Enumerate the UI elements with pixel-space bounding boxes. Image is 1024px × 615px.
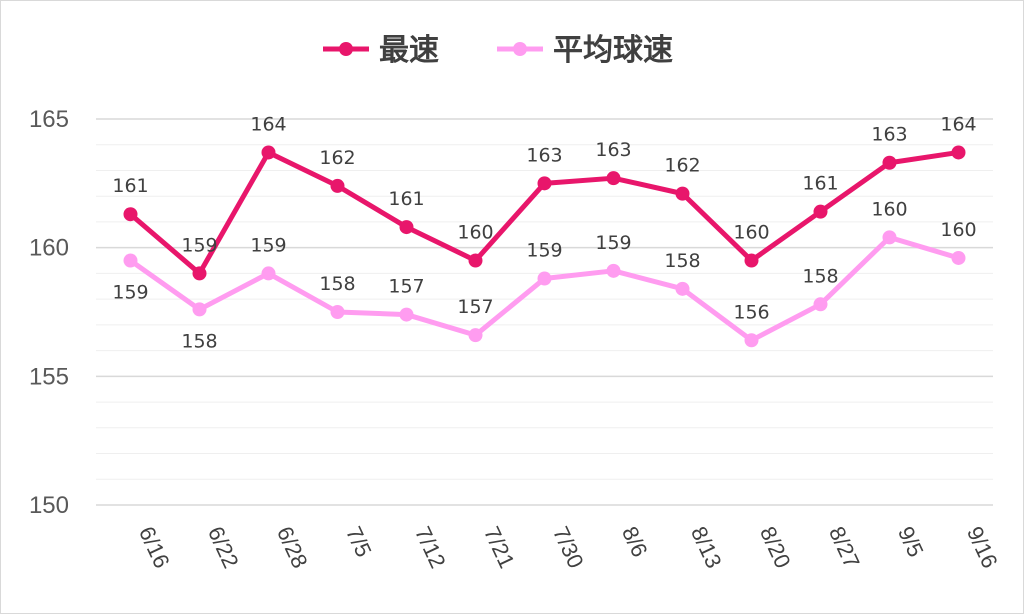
data-point <box>468 328 483 343</box>
data-label: 163 <box>595 139 631 161</box>
data-point <box>330 305 345 319</box>
y-tick-label: 150 <box>29 492 69 519</box>
data-label: 162 <box>664 155 700 177</box>
data-label: 156 <box>733 301 769 323</box>
data-point <box>606 171 621 186</box>
data-point <box>261 145 276 160</box>
data-label: 160 <box>733 222 769 244</box>
legend: 最速 平均球速 <box>323 33 673 68</box>
data-label: 163 <box>871 124 907 146</box>
series-layer <box>123 145 966 348</box>
data-point <box>606 263 621 278</box>
data-point <box>123 207 138 222</box>
x-tick-label: 7/5 <box>341 523 377 561</box>
x-axis: 6/16 6/22 6/28 7/5 7/12 7/21 7/30 8/6 8/13 8/20 8/… <box>134 523 1003 572</box>
data-label: 161 <box>802 173 838 195</box>
data-label: 161 <box>388 188 424 210</box>
legend-label: 平均球速 <box>553 33 673 68</box>
data-point <box>744 333 759 348</box>
data-label: 157 <box>457 296 493 318</box>
data-point <box>330 178 345 193</box>
x-tick-label: 8/27 <box>824 523 865 572</box>
data-label: 163 <box>526 144 562 166</box>
data-label: 158 <box>319 273 355 295</box>
data-label: 157 <box>388 276 424 298</box>
data-point <box>261 266 276 281</box>
data-point <box>951 145 966 160</box>
x-tick-label: 8/6 <box>617 523 653 561</box>
data-label: 160 <box>940 219 976 241</box>
data-label: 158 <box>181 330 217 352</box>
data-label: 161 <box>112 175 148 197</box>
data-label: 158 <box>664 250 700 272</box>
data-point <box>537 271 552 286</box>
x-tick-label: 6/16 <box>134 523 175 572</box>
y-axis: 150 155 160 165 <box>29 106 69 519</box>
data-point <box>192 302 207 317</box>
data-point <box>675 281 690 296</box>
legend-swatch-marker <box>339 42 353 56</box>
data-point <box>537 176 552 191</box>
data-point <box>951 250 966 265</box>
data-label: 162 <box>319 147 355 169</box>
y-tick-label: 165 <box>29 106 69 133</box>
data-label: 164 <box>250 113 286 135</box>
data-label: 159 <box>181 234 217 256</box>
data-label: 158 <box>802 265 838 287</box>
data-point <box>744 253 759 268</box>
data-point <box>192 266 207 281</box>
x-tick-label: 8/13 <box>686 523 727 572</box>
data-label: 159 <box>112 282 148 304</box>
data-point <box>882 155 897 170</box>
data-point <box>813 297 828 312</box>
x-tick-label: 9/16 <box>962 523 1003 572</box>
data-labels: 161 159 164 162 161 160 163 163 162 160 161 163 164 1… <box>112 113 976 352</box>
data-point <box>675 186 690 201</box>
data-label: 159 <box>526 240 562 262</box>
x-tick-label: 7/12 <box>410 523 451 572</box>
data-point <box>399 220 414 235</box>
data-label: 160 <box>457 222 493 244</box>
data-label: 159 <box>250 234 286 256</box>
x-tick-label: 8/20 <box>755 523 796 572</box>
data-point <box>468 253 483 268</box>
data-point <box>882 230 897 245</box>
data-label: 159 <box>595 232 631 254</box>
data-point <box>123 253 138 268</box>
data-point <box>399 307 414 322</box>
y-tick-label: 160 <box>29 235 69 262</box>
x-tick-label: 7/21 <box>479 523 520 572</box>
data-label: 160 <box>871 198 907 220</box>
data-point <box>813 204 828 219</box>
x-tick-label: 6/28 <box>272 523 313 572</box>
x-tick-label: 7/30 <box>548 523 589 572</box>
data-label: 164 <box>940 113 976 135</box>
x-tick-label: 6/22 <box>203 523 244 572</box>
x-tick-label: 9/5 <box>893 523 929 561</box>
legend-label: 最速 <box>379 33 439 68</box>
legend-swatch-marker <box>513 42 527 56</box>
y-tick-label: 155 <box>29 363 69 390</box>
